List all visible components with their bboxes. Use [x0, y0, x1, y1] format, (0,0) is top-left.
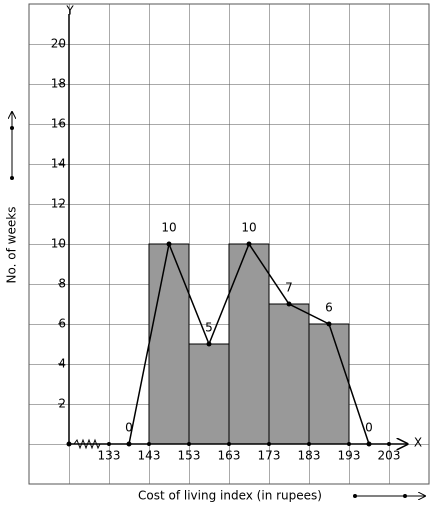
arrow-dot: [10, 126, 14, 130]
arrow-dot: [403, 494, 407, 498]
bar: [308, 323, 350, 445]
data-label: 0: [125, 421, 133, 435]
x-tick-label: 183: [298, 449, 321, 463]
x-tick: [107, 442, 111, 446]
data-label: 7: [285, 281, 293, 295]
x-tick-label: 153: [178, 449, 201, 463]
y-axis-label: No. of weeks: [5, 207, 19, 284]
x-tick-label: 173: [258, 449, 281, 463]
bar: [148, 243, 190, 445]
y-tick-label: 14: [51, 157, 66, 171]
x-tick: [227, 442, 231, 446]
data-label: 10: [161, 221, 176, 235]
data-label: 10: [241, 221, 256, 235]
axis-break: [73, 438, 101, 450]
arrow-dot: [353, 494, 357, 498]
polygon-point: [286, 301, 292, 307]
x-tick-label: 193: [338, 449, 361, 463]
polygon-point: [366, 441, 372, 447]
y-tick-label: 10: [51, 237, 66, 251]
x-tick: [187, 442, 191, 446]
arrow-dot: [10, 176, 14, 180]
x-tick-label: 203: [378, 449, 401, 463]
bar: [228, 243, 270, 445]
bar: [188, 343, 230, 445]
polygon-point: [166, 241, 172, 247]
bar: [268, 303, 310, 445]
polygon-point: [326, 321, 332, 327]
y-tick-label: 4: [58, 357, 66, 371]
x-axis-letter: X: [414, 436, 422, 450]
x-tick: [267, 442, 271, 446]
x-tick-label: 133: [98, 449, 121, 463]
y-tick-label: 8: [58, 277, 66, 291]
x-tick: [347, 442, 351, 446]
y-tick-label: 18: [51, 77, 66, 91]
y-tick-label: 20: [51, 37, 66, 51]
origin-dot: [66, 441, 72, 447]
polygon-point: [206, 341, 212, 347]
x-tick-label: 143: [138, 449, 161, 463]
polygon-point: [246, 241, 252, 247]
x-tick: [147, 442, 151, 446]
y-tick-label: 16: [51, 117, 66, 131]
x-tick: [387, 442, 391, 446]
data-label: 6: [325, 301, 333, 315]
y-tick-label: 2: [58, 397, 66, 411]
polygon-point: [126, 441, 132, 447]
x-tick-label: 163: [218, 449, 241, 463]
data-label: 5: [205, 321, 213, 335]
x-tick: [307, 442, 311, 446]
y-tick-label: 12: [51, 197, 66, 211]
x-axis-label: Cost of living index (in rupees): [138, 489, 322, 503]
y-axis-letter: Y: [65, 4, 74, 18]
y-tick-label: 6: [58, 317, 66, 331]
data-label: 0: [365, 421, 373, 435]
